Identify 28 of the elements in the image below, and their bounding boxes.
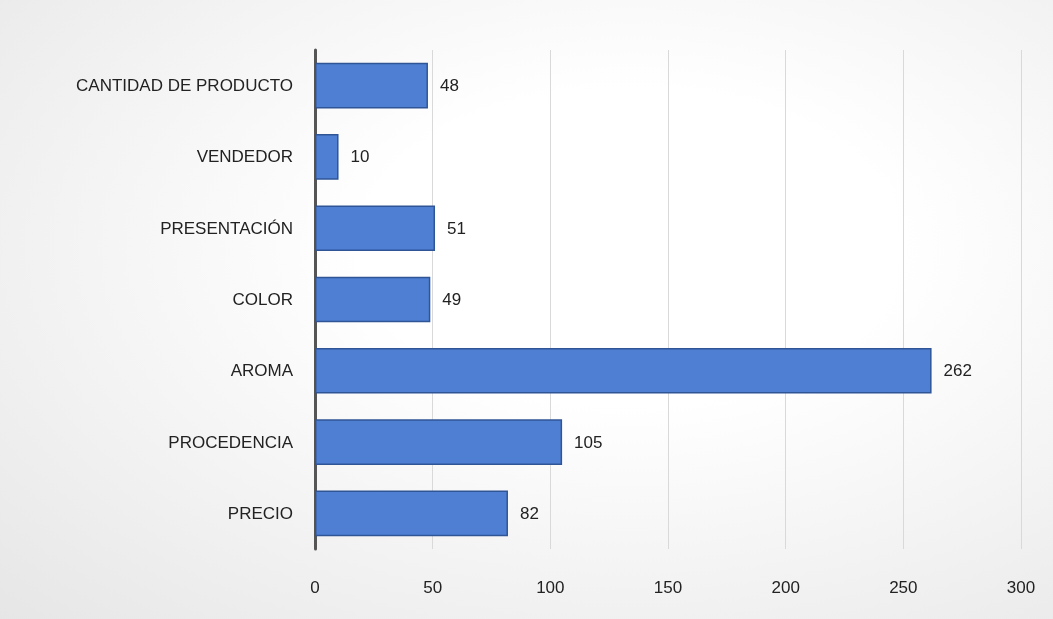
x-tick-label: 300	[1006, 578, 1036, 597]
data-label: 48	[439, 76, 459, 96]
bar	[315, 490, 508, 537]
data-label: 262	[943, 361, 972, 381]
bar	[315, 205, 436, 252]
x-tick-label: 100	[536, 578, 565, 597]
bar	[315, 134, 339, 180]
data-label: 51	[447, 218, 466, 238]
x-tick-label: 150	[653, 578, 683, 597]
x-tick-label: 200	[771, 578, 800, 597]
y-tick-label: PROCEDENCIA	[168, 432, 294, 452]
bar	[315, 62, 428, 109]
y-tick-label: VENDEDOR	[196, 147, 293, 167]
bar	[315, 347, 932, 394]
data-label: 10	[350, 147, 370, 167]
bar	[315, 419, 563, 465]
data-label: 82	[519, 503, 539, 523]
bar	[315, 276, 431, 323]
y-tick-label: PRESENTACIÓN	[160, 218, 293, 238]
x-tick-label: 250	[889, 578, 918, 597]
data-label: 49	[442, 290, 462, 309]
x-tick-label: 50	[423, 578, 443, 597]
y-tick-label: AROMA	[230, 361, 294, 381]
x-tick-label: 0	[310, 578, 320, 597]
y-tick-label: CANTIDAD DE PRODUCTO	[76, 76, 293, 96]
y-tick-label: PRECIO	[227, 503, 293, 523]
data-label: 105	[574, 432, 603, 452]
y-tick-label: COLOR	[232, 290, 293, 309]
